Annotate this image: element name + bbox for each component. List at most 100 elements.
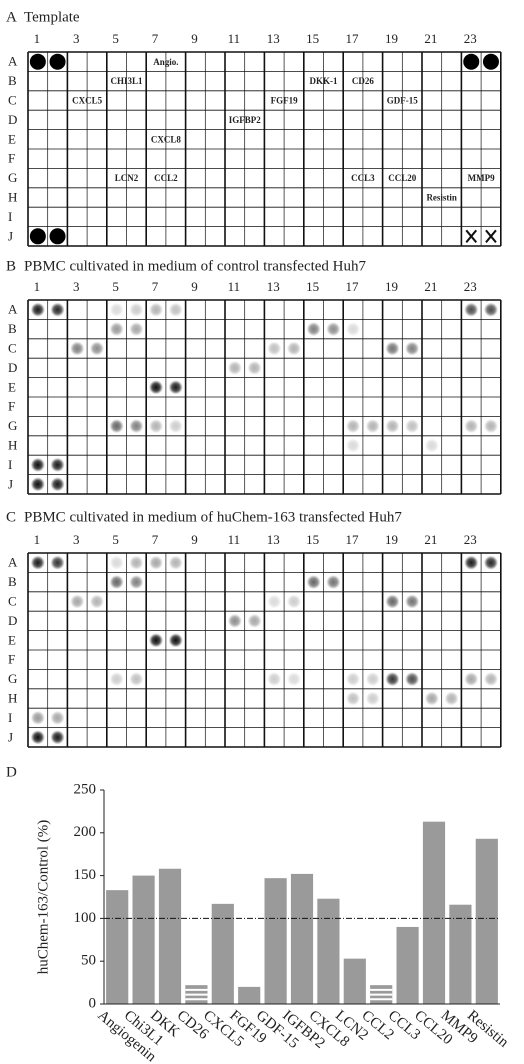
bar — [317, 899, 339, 1004]
spot — [129, 419, 143, 433]
column-number: 1 — [34, 31, 41, 46]
spot — [110, 303, 124, 317]
column-number: 21 — [424, 31, 437, 46]
spot — [267, 672, 281, 686]
spot — [346, 322, 360, 336]
row-letter: B — [8, 574, 17, 589]
row-letter: E — [8, 131, 16, 146]
spot — [405, 595, 419, 609]
bar — [449, 905, 471, 1004]
spot — [110, 419, 124, 433]
spot — [445, 692, 459, 706]
column-number: 13 — [267, 532, 280, 547]
cell-label: GDF-15 — [387, 96, 418, 106]
reference-dot — [483, 54, 499, 70]
row-letter: C — [8, 92, 17, 107]
figure: ATemplate1357911131517192123ABCDEFGHIJAn… — [0, 0, 524, 1064]
panel-title: Template — [24, 9, 80, 25]
y-tick-label: 100 — [74, 910, 97, 926]
column-number: 7 — [152, 279, 159, 294]
spot — [385, 595, 399, 609]
column-number: 17 — [346, 279, 360, 294]
column-number: 19 — [385, 31, 398, 46]
column-number: 23 — [464, 279, 477, 294]
bar — [397, 927, 419, 1004]
spot — [405, 672, 419, 686]
column-number: 15 — [306, 279, 319, 294]
row-letter: A — [8, 302, 18, 317]
column-number: 7 — [152, 532, 159, 547]
cell-label: CXCL5 — [72, 96, 103, 106]
spot — [51, 303, 65, 317]
cell-label: CHI3L1 — [110, 76, 143, 86]
row-letter: E — [8, 632, 16, 647]
spot — [385, 342, 399, 356]
spot — [31, 556, 45, 570]
row-letter: H — [8, 437, 17, 452]
y-tick-label: 0 — [89, 995, 97, 1011]
cell-label: LCN2 — [115, 173, 139, 183]
spot — [169, 633, 183, 647]
row-letter: I — [8, 209, 12, 224]
spot — [248, 361, 262, 375]
spot — [228, 614, 242, 628]
column-number: 7 — [152, 31, 159, 46]
spot — [484, 556, 498, 570]
spot — [129, 303, 143, 317]
row-letter: A — [8, 555, 18, 570]
spot — [366, 419, 380, 433]
spot — [90, 595, 104, 609]
spot — [110, 575, 124, 589]
spot — [70, 595, 84, 609]
column-number: 3 — [73, 279, 80, 294]
row-letter: D — [8, 360, 17, 375]
row-letter: A — [8, 54, 18, 69]
spot — [129, 322, 143, 336]
column-number: 5 — [112, 532, 119, 547]
spot — [366, 692, 380, 706]
spot — [51, 458, 65, 472]
spot — [464, 672, 478, 686]
reference-dot — [30, 54, 46, 70]
bar — [476, 839, 498, 1004]
spot — [31, 303, 45, 317]
reference-dot — [50, 228, 66, 244]
spot — [326, 322, 340, 336]
row-letter: C — [8, 340, 17, 355]
column-number: 1 — [34, 279, 41, 294]
spot — [385, 672, 399, 686]
row-letter: H — [8, 189, 17, 204]
row-letter: G — [8, 671, 17, 686]
y-tick-label: 50 — [81, 953, 96, 969]
spot — [346, 439, 360, 453]
row-letter: F — [8, 399, 15, 414]
row-letter: F — [8, 652, 15, 667]
bar — [133, 876, 155, 1004]
row-letter: E — [8, 379, 16, 394]
spot — [366, 672, 380, 686]
column-number: 11 — [228, 279, 241, 294]
spot — [346, 672, 360, 686]
y-tick-label: 200 — [74, 824, 97, 840]
spot — [149, 380, 163, 394]
spot — [405, 419, 419, 433]
cell-label: CCL20 — [388, 173, 417, 183]
row-letter: F — [8, 151, 15, 166]
bar — [344, 959, 366, 1004]
bar — [106, 890, 128, 1004]
spot — [31, 730, 45, 744]
column-number: 5 — [112, 279, 119, 294]
bar — [265, 878, 287, 1004]
column-number: 19 — [385, 532, 398, 547]
bar — [238, 987, 260, 1004]
cell-label: CCL2 — [154, 173, 178, 183]
spot — [149, 419, 163, 433]
spot — [149, 556, 163, 570]
column-number: 23 — [464, 31, 477, 46]
spot — [90, 342, 104, 356]
column-number: 17 — [346, 31, 360, 46]
cell-label: CXCL8 — [151, 134, 182, 144]
column-number: 13 — [267, 31, 280, 46]
column-number: 19 — [385, 279, 398, 294]
spot — [70, 342, 84, 356]
